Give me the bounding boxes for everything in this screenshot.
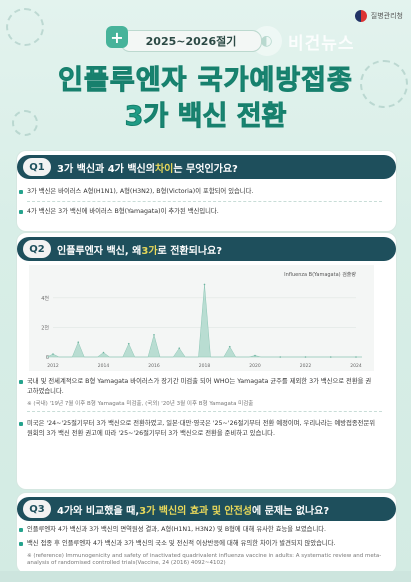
y-tick-label: 4천	[41, 295, 49, 302]
y-tick-label: 2천	[41, 324, 49, 331]
q3-bullet-1: 인플루엔자 4가 백신과 3가 백신의 면역원성 결과, A형(H1N1, H3…	[19, 525, 382, 535]
q1-header: Q1 3가 백신과 4가 백신의 차이 는 무엇인가요?	[17, 155, 396, 179]
x-tick-label: 2016	[148, 363, 160, 369]
divider	[27, 201, 382, 202]
data-point	[203, 283, 206, 286]
q2-note: ※ (국내) '19년 7월 이후 B형 Yamagata 미검출, (국외) …	[27, 401, 254, 407]
data-point	[52, 353, 54, 355]
q1-badge: Q1	[23, 158, 51, 176]
data-point	[102, 351, 105, 354]
virus-decoration-2	[360, 60, 408, 108]
yamagata-chart: 4천 2천 0 2012 2014 2016 2018 2020 2022 2024 Influen…	[41, 271, 362, 369]
x-tick-label: 2022	[300, 363, 312, 369]
reference-text: Immunogenicity and safety of inactivated…	[27, 553, 382, 566]
reference-label: ※ (reference)	[27, 553, 64, 559]
data-point	[254, 354, 256, 357]
data-point	[178, 347, 181, 349]
x-tick-label: 2020	[249, 363, 261, 369]
q2-bullet-1: 국내 및 전세계적으로 B형 Yamagata 바이러스가 장기간 미검출 되어…	[19, 377, 377, 397]
org-logo: 질병관리청	[354, 10, 403, 22]
virus-decoration-3	[12, 110, 38, 136]
medical-cross-icon: +	[106, 26, 128, 48]
q2-badge: Q2	[23, 240, 51, 258]
data-point	[77, 341, 80, 343]
title-line-1: 인플루엔자 국가예방접종	[58, 65, 353, 97]
x-tick-label: 2012	[47, 363, 59, 369]
q2-bullet-2: 미국은 '24~'25절기부터 3가 백신으로 전환하였고, 일본·대만·영국은…	[19, 420, 376, 437]
q1-bullet-1: 3가 백신은 바이러스 A형(H1N1), A형(H3N2), B형(Victo…	[19, 187, 382, 197]
q2-header: Q2 인플루엔자 백신, 왜 3가 로 전환되나요?	[17, 237, 396, 261]
q2-card: Q2 인플루엔자 백신, 왜 3가 로 전환되나요? 4천 2천 0 2012 2014 2…	[16, 232, 397, 490]
x-tick-label: 2014	[98, 363, 110, 369]
chart-area: 4천 2천 0 2012 2014 2016 2018 2020 2022 2024 Influen…	[29, 265, 374, 371]
season-badge: 2025~2026절기	[120, 30, 262, 52]
watermark-text: 비건뉴스	[288, 33, 355, 54]
data-point	[279, 356, 282, 358]
data-point	[228, 345, 231, 348]
q1-card: Q1 3가 백신과 4가 백신의 차이 는 무엇인가요? 3가 백신은 바이러스 …	[16, 150, 397, 232]
q3-reference: ※ (reference) Immunogenicity and safety …	[27, 553, 382, 567]
series-area	[46, 284, 362, 358]
divider	[27, 411, 382, 412]
chart-legend: Influenza B(Yamagata) 검출량	[284, 271, 356, 278]
y-tick-label: 0	[46, 355, 49, 361]
x-tick-label: 2018	[199, 363, 211, 369]
data-point	[153, 334, 155, 336]
q1-bullet-2: 4가 백신은 3가 백신에 바이러스 B형(Yamagata)이 추가된 백신입…	[19, 207, 382, 217]
q3-bullet-2: 백신 접종 후 인플루엔자 4가 백신과 3가 백신의 국소 및 전신적 이상반…	[19, 539, 382, 549]
data-point	[329, 356, 332, 358]
q3-header: Q3 4가와 비교했을 때, 3가 백신의 효과 및 안전성 에 문제는 없나요?	[17, 497, 396, 521]
q3-card: Q3 4가와 비교했을 때, 3가 백신의 효과 및 안전성 에 문제는 없나요?…	[16, 492, 397, 574]
title-line-2: 3가 백신 전환	[124, 101, 287, 133]
data-point	[304, 356, 307, 358]
data-point	[127, 342, 130, 345]
org-name: 질병관리청	[370, 12, 403, 20]
q3-badge: Q3	[23, 500, 51, 518]
data-point	[355, 356, 357, 358]
watermark: ◐ 비건뉴스	[252, 26, 355, 56]
footer-band	[0, 571, 411, 582]
kdca-emblem-icon	[354, 10, 367, 22]
x-tick-label: 2024	[350, 363, 362, 369]
virus-decoration-1	[6, 8, 44, 46]
